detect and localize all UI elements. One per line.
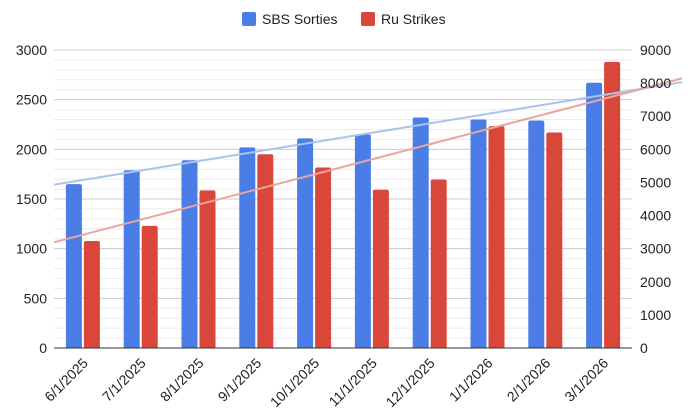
bar-sbs-sorties-4 bbox=[297, 138, 314, 348]
y-right-tick-label: 3000 bbox=[640, 241, 671, 257]
bars-layer bbox=[65, 61, 621, 349]
bar-sbs-sorties-3 bbox=[239, 147, 256, 348]
trendline-ru-strikes bbox=[53, 77, 683, 244]
legend-label-sbs-sorties: SBS Sorties bbox=[262, 11, 337, 27]
bar-ru-strikes-2 bbox=[199, 190, 216, 348]
y-left-tick-label: 1000 bbox=[16, 241, 47, 257]
y-right-tick-label: 1000 bbox=[640, 307, 671, 323]
y-left-tick-label: 1500 bbox=[16, 191, 47, 207]
legend-swatch-ru-strikes bbox=[361, 12, 375, 26]
y-right-tick-label: 8000 bbox=[640, 75, 671, 91]
bar-ru-strikes-1 bbox=[141, 225, 158, 348]
y-right-tick-label: 0 bbox=[640, 340, 648, 356]
x-tick-label: 1/1/2026 bbox=[446, 355, 496, 405]
y-right-tick-label: 5000 bbox=[640, 174, 671, 190]
bar-sbs-sorties-6 bbox=[412, 117, 429, 349]
y-right-tick-label: 9000 bbox=[640, 42, 671, 58]
y-left-tick-label: 2000 bbox=[16, 141, 47, 157]
bar-sbs-sorties-9 bbox=[586, 82, 603, 348]
y-right-tick-label: 4000 bbox=[640, 208, 671, 224]
y-left-tick-label: 3000 bbox=[16, 42, 47, 58]
legend: SBS Sorties Ru Strikes bbox=[242, 11, 446, 27]
x-tick-label: 9/1/2025 bbox=[215, 355, 265, 405]
y-right-tick-label: 7000 bbox=[640, 108, 671, 124]
y-left-tick-label: 2500 bbox=[16, 92, 47, 108]
x-tick-label: 6/1/2025 bbox=[41, 355, 91, 405]
bar-ru-strikes-3 bbox=[257, 154, 274, 348]
bar-sbs-sorties-5 bbox=[354, 134, 371, 348]
bar-sbs-sorties-7 bbox=[470, 119, 487, 349]
bar-ru-strikes-5 bbox=[372, 189, 389, 348]
grid-layer bbox=[54, 49, 632, 339]
bar-sbs-sorties-1 bbox=[123, 170, 140, 348]
y-right-tick-label: 2000 bbox=[640, 274, 671, 290]
bar-sbs-sorties-0 bbox=[65, 184, 82, 348]
trendline-sbs-sorties bbox=[53, 81, 683, 186]
y-right-tick-label: 6000 bbox=[640, 141, 671, 157]
bar-ru-strikes-7 bbox=[488, 126, 505, 349]
y-left-tick-label: 0 bbox=[39, 340, 47, 356]
x-tick-label: 10/1/2025 bbox=[267, 355, 323, 411]
x-tick-label: 7/1/2025 bbox=[99, 355, 149, 405]
bar-ru-strikes-4 bbox=[315, 167, 332, 348]
trendline-layer bbox=[53, 77, 683, 244]
bar-ru-strikes-9 bbox=[604, 61, 621, 349]
bar-sbs-sorties-2 bbox=[181, 160, 198, 348]
bar-sbs-sorties-8 bbox=[528, 120, 545, 348]
x-tick-label: 8/1/2025 bbox=[157, 355, 207, 405]
x-tick-label: 12/1/2025 bbox=[382, 355, 438, 411]
x-tick-label: 11/1/2025 bbox=[325, 355, 380, 410]
bar-ru-strikes-8 bbox=[546, 132, 563, 348]
x-tick-label: 2/1/2026 bbox=[504, 355, 554, 405]
legend-swatch-sbs-sorties bbox=[242, 12, 256, 26]
bar-ru-strikes-6 bbox=[430, 179, 447, 348]
x-tick-label: 3/1/2026 bbox=[561, 355, 611, 405]
y-left-tick-label: 500 bbox=[24, 290, 48, 306]
legend-label-ru-strikes: Ru Strikes bbox=[381, 11, 446, 27]
bar-ru-strikes-0 bbox=[83, 241, 100, 348]
